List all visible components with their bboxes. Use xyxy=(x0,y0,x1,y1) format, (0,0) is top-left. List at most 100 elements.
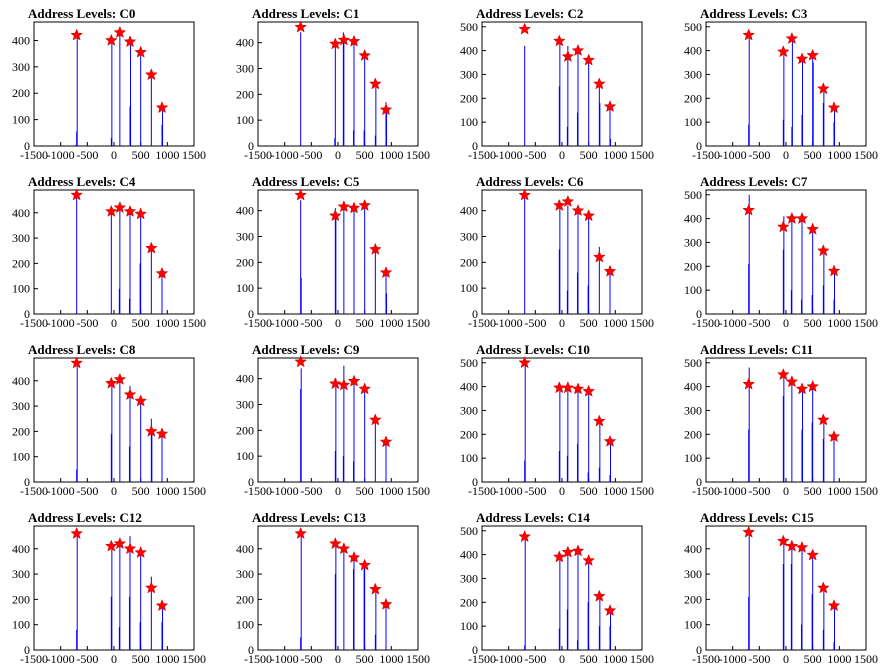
x-tick-label: -1500 xyxy=(692,148,720,162)
peak-marker xyxy=(776,45,790,58)
x-tick-label: -1500 xyxy=(468,148,496,162)
x-tick-label: 1500 xyxy=(854,652,878,666)
x-tick-label: 0 xyxy=(335,148,341,162)
y-tick-label: 100 xyxy=(12,282,30,296)
peak-marker xyxy=(776,534,790,547)
y-tick-label: 400 xyxy=(12,542,30,556)
peak-marker xyxy=(347,34,361,47)
x-tick-label: 500 xyxy=(356,484,374,498)
y-tick-label: 0 xyxy=(696,139,702,153)
peak-marker xyxy=(379,266,393,279)
y-tick-label: 0 xyxy=(472,643,478,657)
peak-marker xyxy=(582,209,596,222)
peak-marker xyxy=(104,204,118,217)
x-tick-label: -1000 xyxy=(271,484,299,498)
peak-marker xyxy=(742,377,756,390)
x-tick-label: -1500 xyxy=(20,484,48,498)
peak-marker xyxy=(368,413,382,426)
x-tick-label: 1500 xyxy=(854,484,878,498)
y-tick-label: 400 xyxy=(236,542,254,556)
plot-frame xyxy=(481,357,643,483)
peak-marker xyxy=(328,377,342,390)
peak-marker xyxy=(806,548,820,561)
peak-marker xyxy=(358,48,372,61)
x-tick-label: 0 xyxy=(335,316,341,330)
x-tick-label: -1000 xyxy=(47,148,75,162)
y-tick-label: 100 xyxy=(236,281,254,295)
x-tick-label: 1500 xyxy=(182,484,206,498)
panel-title: Address Levels: C0 xyxy=(28,6,135,21)
x-tick-label: -500 xyxy=(524,148,546,162)
peak-marker xyxy=(337,33,351,46)
panel-title: Address Levels: C10 xyxy=(476,342,590,357)
peak-marker xyxy=(552,198,566,211)
y-tick-label: 0 xyxy=(472,475,478,489)
y-tick-label: 300 xyxy=(460,403,478,417)
peak-marker xyxy=(113,25,127,38)
x-tick-label: 1500 xyxy=(406,316,430,330)
panel-title: Address Levels: C14 xyxy=(476,510,590,525)
peak-marker xyxy=(70,526,84,539)
y-tick-label: 100 xyxy=(12,618,30,632)
peak-marker xyxy=(337,200,351,213)
panel-13: Address Levels: C13 0 100 200 300 400 -1500-10… xyxy=(236,510,430,666)
peak-marker xyxy=(104,376,118,389)
y-tick-label: 400 xyxy=(12,374,30,388)
panel-10: Address Levels: C10 0 100 200 300 400 500 -1500… xyxy=(460,342,654,498)
peak-marker xyxy=(123,542,137,555)
x-tick-label: -1500 xyxy=(692,484,720,498)
peak-marker xyxy=(294,188,308,201)
plot-frame xyxy=(705,189,867,315)
x-tick-label: 500 xyxy=(356,652,374,666)
y-tick-label: 0 xyxy=(24,307,30,321)
peak-marker xyxy=(155,266,169,279)
x-tick-label: 1500 xyxy=(630,148,654,162)
x-tick-label: -1500 xyxy=(244,484,272,498)
y-tick-label: 0 xyxy=(24,643,30,657)
y-tick-label: 0 xyxy=(248,307,254,321)
panel-title: Address Levels: C15 xyxy=(700,510,814,525)
x-tick-label: -1000 xyxy=(719,316,747,330)
y-tick-label: 0 xyxy=(248,475,254,489)
plot-frame xyxy=(257,189,419,315)
x-tick-label: -500 xyxy=(76,484,98,498)
peak-marker xyxy=(70,356,84,369)
peak-marker xyxy=(571,204,585,217)
y-tick-label: 300 xyxy=(460,67,478,81)
panel-4: Address Levels: C4 0 100 200 300 400 -1500-100… xyxy=(12,174,206,330)
peak-marker xyxy=(592,414,606,427)
x-tick-label: 500 xyxy=(804,652,822,666)
y-tick-label: 0 xyxy=(696,307,702,321)
x-tick-label: -500 xyxy=(76,316,98,330)
y-tick-label: 0 xyxy=(24,475,30,489)
x-tick-label: -1000 xyxy=(271,652,299,666)
panel-title: Address Levels: C5 xyxy=(252,174,360,189)
y-tick-label: 400 xyxy=(684,380,702,394)
x-tick-label: 500 xyxy=(356,316,374,330)
x-tick-label: 1000 xyxy=(379,316,403,330)
x-tick-label: 1000 xyxy=(379,148,403,162)
peak-marker xyxy=(582,384,596,397)
panel-title: Address Levels: C13 xyxy=(252,510,366,525)
y-tick-label: 0 xyxy=(472,307,478,321)
peak-marker xyxy=(603,100,617,113)
panel-title: Address Levels: C2 xyxy=(476,6,583,21)
y-tick-label: 500 xyxy=(460,20,478,34)
y-tick-label: 400 xyxy=(460,380,478,394)
peak-marker xyxy=(134,545,148,558)
peak-marker xyxy=(104,539,118,552)
panel-title: Address Levels: C11 xyxy=(700,342,813,357)
peak-marker xyxy=(552,34,566,47)
panel-3: Address Levels: C30100200300400500-1500-… xyxy=(684,6,878,162)
y-tick-label: 400 xyxy=(460,548,478,562)
panel-title: Address Levels: C12 xyxy=(28,510,142,525)
panel-14: Address Levels: C14 0 100 200 300 400 500 -1500… xyxy=(460,510,654,666)
y-tick-label: 100 xyxy=(460,115,478,129)
panel-9: Address Levels: C9 0 100 200 300 400 -1500-100… xyxy=(236,342,430,498)
peak-marker xyxy=(113,201,127,214)
x-tick-label: 1000 xyxy=(827,484,851,498)
y-tick-label: 300 xyxy=(684,403,702,417)
peak-marker xyxy=(144,424,158,437)
peak-marker xyxy=(518,356,532,369)
